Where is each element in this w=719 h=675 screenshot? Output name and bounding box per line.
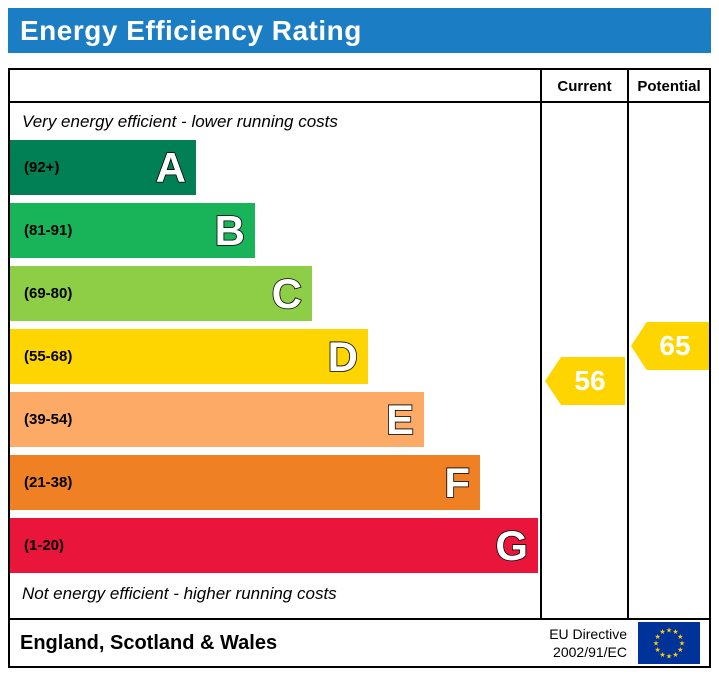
- current-column-header: Current: [557, 78, 612, 95]
- band-g-letter: G: [495, 521, 529, 569]
- page-title: Energy Efficiency Rating: [20, 14, 362, 46]
- band-c: (69-80) C: [10, 266, 312, 321]
- current-rating-value: 56: [574, 365, 606, 396]
- band-e: (39-54) E: [10, 392, 424, 447]
- band-d-range-label: (55-68): [24, 348, 73, 365]
- band-g-range-label: (1-20): [24, 537, 65, 554]
- svg-text:★: ★: [659, 651, 665, 659]
- band-a-range-label: (92+): [24, 159, 60, 176]
- current-rating-marker: 56: [545, 357, 625, 405]
- potential-column-divider: [627, 70, 629, 618]
- eu-flag-stars: ★ ★ ★ ★ ★ ★ ★ ★ ★ ★ ★ ★: [653, 627, 685, 661]
- band-e-range-label: (39-54): [24, 411, 73, 428]
- svg-text:★: ★: [679, 640, 685, 648]
- band-d: (55-68) D: [10, 329, 368, 384]
- svg-text:★: ★: [672, 651, 678, 659]
- svg-text:★: ★: [666, 653, 672, 661]
- eu-directive-label: EU Directive 2002/91/EC: [549, 625, 637, 661]
- band-f-letter: F: [444, 458, 471, 506]
- eu-directive-line1: EU Directive: [549, 625, 627, 642]
- potential-column-header: Potential: [637, 78, 701, 95]
- current-column-divider: [540, 70, 542, 618]
- band-d-letter: D: [327, 332, 359, 380]
- band-a: (92+) A: [10, 140, 196, 195]
- svg-text:★: ★: [659, 628, 665, 636]
- svg-text:★: ★: [653, 640, 659, 648]
- band-c-range-label: (69-80): [24, 285, 73, 302]
- band-b-letter: B: [214, 206, 246, 254]
- svg-text:★: ★: [672, 628, 678, 636]
- band-b: (81-91) B: [10, 203, 255, 258]
- eu-directive-line2: 2002/91/EC: [553, 644, 627, 660]
- top-note: Very energy efficient - lower running co…: [22, 112, 338, 131]
- svg-text:★: ★: [677, 633, 683, 641]
- band-a-letter: A: [155, 143, 187, 191]
- band-f-range-label: (21-38): [24, 474, 73, 491]
- svg-text:★: ★: [666, 627, 672, 635]
- eu-flag-background: [638, 622, 700, 664]
- bottom-note: Not energy efficient - higher running co…: [22, 584, 337, 603]
- band-f: (21-38) F: [10, 455, 480, 510]
- eu-flag-icon: ★ ★ ★ ★ ★ ★ ★ ★ ★ ★ ★ ★: [638, 622, 700, 664]
- band-b-range-label: (81-91): [24, 222, 73, 239]
- potential-rating-value: 65: [659, 330, 691, 361]
- svg-text:★: ★: [655, 646, 661, 654]
- band-c-letter: C: [271, 269, 303, 317]
- footer-row: England, Scotland & Wales EU Directive 2…: [10, 618, 709, 666]
- column-header-row: [10, 70, 709, 103]
- svg-text:★: ★: [655, 633, 661, 641]
- region-label: England, Scotland & Wales: [20, 631, 278, 654]
- band-e-letter: E: [385, 395, 415, 443]
- svg-text:★: ★: [677, 646, 683, 654]
- title-banner: Energy Efficiency Rating: [8, 8, 711, 53]
- band-g: (1-20) G: [10, 518, 538, 573]
- potential-rating-marker: 65: [631, 322, 709, 370]
- rating-table: Current Potential Very energy efficient …: [8, 68, 711, 668]
